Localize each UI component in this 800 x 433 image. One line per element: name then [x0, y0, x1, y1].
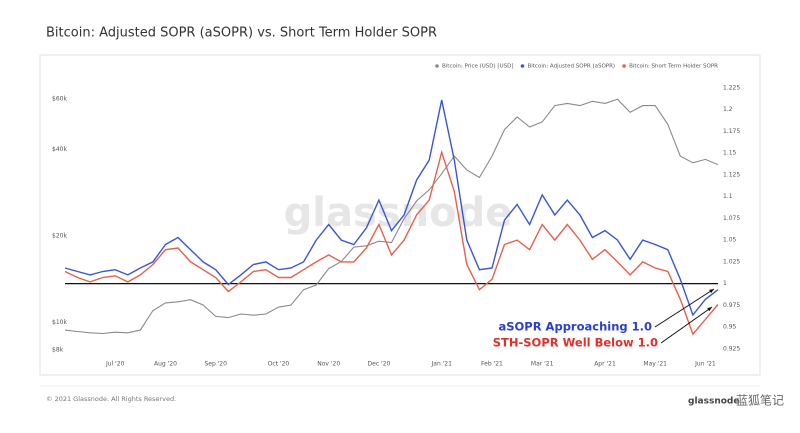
- x-tick-label: May '21: [643, 361, 667, 368]
- logo: glassnode: [688, 397, 739, 407]
- x-tick-label: Dec '20: [368, 361, 391, 368]
- watermark: glassnode: [284, 190, 513, 236]
- y2-tick-label: 1.225: [723, 84, 740, 91]
- chart-title: Bitcoin: Adjusted SOPR (aSOPR) vs. Short…: [46, 26, 437, 41]
- x-tick-label: Apr '21: [594, 361, 616, 368]
- legend-swatch: [622, 64, 626, 68]
- chart-frame: [39, 54, 761, 376]
- x-tick-label: Sep '20: [204, 361, 227, 368]
- corner-watermark: 蓝狐笔记: [736, 393, 784, 408]
- footer: © 2021 Glassnode. All Rights Reserved.: [46, 395, 176, 403]
- x-tick-label: Feb '21: [481, 361, 503, 368]
- annotation-arrow: [660, 306, 713, 344]
- annotation-arrowhead: [709, 289, 714, 294]
- legend-swatch: [520, 64, 525, 68]
- y2-tick-label: 1.125: [723, 171, 740, 178]
- y2-tick-label: 1: [723, 280, 727, 287]
- series-line: [64, 98, 719, 335]
- y2-tick-label: 1.1: [723, 193, 733, 200]
- x-tick-label: Mar '21: [531, 361, 554, 368]
- x-tick-label: Oct '20: [268, 361, 290, 368]
- x-tick-label: Aug '20: [154, 361, 177, 368]
- y2-tick-label: 1.025: [723, 258, 740, 265]
- series-line: [64, 99, 719, 317]
- x-tick-label: Jun '21: [694, 361, 716, 368]
- legend-swatch: [435, 64, 439, 68]
- y-tick-label: $40k: [52, 146, 67, 153]
- y-tick-label: $20k: [52, 233, 67, 240]
- legend-label: Bitcoin: Price (USD) [USD]: [442, 64, 513, 70]
- annotation-arrowhead: [707, 307, 712, 312]
- y2-tick-label: 0.975: [723, 302, 740, 309]
- legend-label: Bitcoin: Short Term Holder SOPR: [629, 64, 718, 70]
- y2-tick-label: 1.15: [723, 150, 737, 157]
- y2-tick-label: 0.925: [723, 345, 740, 352]
- series-line: [64, 149, 719, 336]
- y2-tick-label: 1.075: [723, 215, 740, 222]
- annotation: aSOPR Approaching 1.0: [498, 320, 652, 334]
- y-tick-label: $8k: [52, 347, 64, 354]
- legend-label: Bitcoin: Adjusted SOPR (aSOPR): [527, 64, 615, 70]
- y2-tick-label: 1.175: [723, 128, 740, 135]
- x-tick-label: Jan '21: [431, 361, 453, 368]
- annotation: STH-SOPR Well Below 1.0: [493, 336, 658, 350]
- y-tick-label: $10k: [52, 319, 67, 326]
- y2-tick-label: 1.05: [723, 237, 737, 244]
- annotation-arrow: [654, 288, 715, 328]
- x-tick-label: Jul '20: [105, 361, 125, 368]
- y-tick-label: $60k: [52, 96, 67, 103]
- y2-tick-label: 0.95: [723, 324, 737, 331]
- y2-tick-label: 1.2: [723, 106, 733, 113]
- x-tick-label: Nov '20: [317, 361, 340, 368]
